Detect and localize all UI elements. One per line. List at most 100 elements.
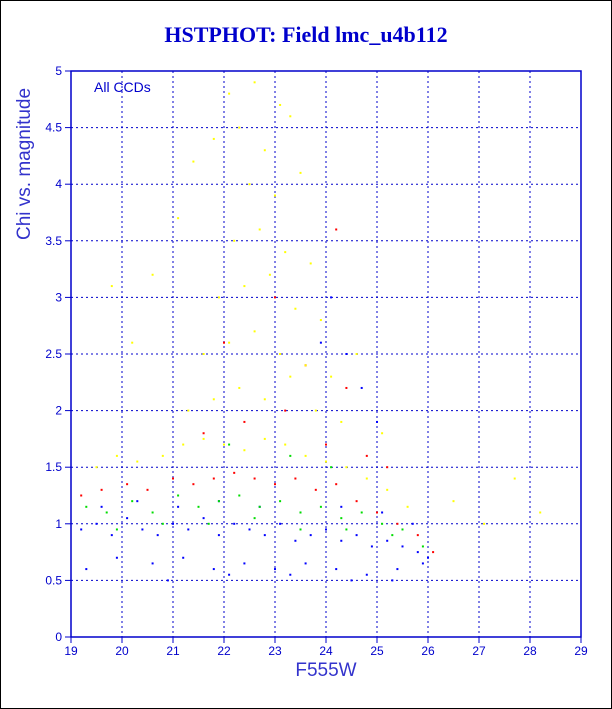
y-tick-label: 5 xyxy=(55,64,62,78)
data-point xyxy=(126,483,129,486)
y-tick-label: 3 xyxy=(55,290,62,304)
data-point xyxy=(365,477,368,480)
data-point xyxy=(248,528,251,531)
data-point xyxy=(340,420,343,423)
data-point xyxy=(243,449,246,452)
data-point xyxy=(80,494,83,497)
data-point xyxy=(115,556,118,559)
data-point xyxy=(381,511,384,514)
data-point xyxy=(365,454,368,457)
data-point xyxy=(202,517,205,520)
data-point xyxy=(330,466,333,469)
data-point xyxy=(182,443,185,446)
y-tick-label: 4 xyxy=(55,177,62,191)
data-point xyxy=(223,341,225,344)
data-point xyxy=(376,420,378,423)
x-axis-title: F555W xyxy=(295,660,356,681)
y-axis-ticks: 0 0.5 1 1.5 2 2.5 3 3.5 4 4.5 5 xyxy=(45,64,71,644)
data-point xyxy=(391,579,394,582)
x-tick-label: 24 xyxy=(319,644,333,658)
data-point xyxy=(202,432,205,435)
data-point xyxy=(202,437,205,440)
data-point xyxy=(136,500,139,503)
data-point xyxy=(192,483,195,486)
data-point xyxy=(421,562,424,565)
data-point xyxy=(325,528,327,531)
data-point xyxy=(330,296,333,299)
data-point xyxy=(289,115,292,118)
data-point xyxy=(228,341,231,344)
data-point xyxy=(263,534,266,537)
data-point xyxy=(386,466,389,469)
data-point xyxy=(319,341,322,344)
data-point xyxy=(131,500,134,503)
data-point xyxy=(432,551,435,554)
data-point xyxy=(294,307,297,310)
data-point xyxy=(411,522,414,525)
data-point xyxy=(207,522,210,525)
data-point xyxy=(401,545,404,548)
data-point xyxy=(233,239,236,242)
data-point xyxy=(427,556,429,559)
data-point xyxy=(253,81,256,84)
data-point xyxy=(217,500,220,503)
data-point xyxy=(228,573,231,576)
data-point xyxy=(248,183,251,186)
data-point xyxy=(304,562,307,565)
data-point xyxy=(192,160,195,163)
data-point xyxy=(299,528,302,531)
y-tick-label: 0.5 xyxy=(45,573,62,587)
data-point xyxy=(299,171,302,174)
data-point xyxy=(309,262,312,265)
data-point xyxy=(416,534,419,537)
data-point xyxy=(151,273,154,276)
data-point xyxy=(263,437,266,440)
data-point xyxy=(95,522,98,525)
data-point xyxy=(223,443,225,446)
data-point xyxy=(166,579,169,582)
data-point xyxy=(172,522,174,525)
x-tick-label: 27 xyxy=(472,644,486,658)
data-point xyxy=(258,228,261,231)
y-tick-label: 0 xyxy=(55,630,62,644)
data-point xyxy=(279,353,282,355)
data-point xyxy=(126,517,129,520)
data-point xyxy=(161,522,164,525)
data-point xyxy=(228,443,231,446)
data-point xyxy=(279,500,282,503)
y-tick-label: 4.5 xyxy=(45,121,62,135)
data-point xyxy=(483,522,486,525)
data-point xyxy=(376,511,378,514)
data-point xyxy=(110,534,113,537)
y-tick-label: 1 xyxy=(55,517,62,531)
data-point xyxy=(345,466,348,469)
data-point xyxy=(217,534,220,537)
data-point xyxy=(304,364,307,367)
data-point xyxy=(253,330,256,333)
data-point xyxy=(274,296,276,299)
data-point xyxy=(289,375,292,378)
data-point xyxy=(212,137,215,140)
data-point xyxy=(421,545,424,548)
data-point xyxy=(279,103,282,106)
data-point xyxy=(284,409,287,412)
x-tick-label: 26 xyxy=(421,644,435,658)
data-point xyxy=(279,522,282,525)
data-point xyxy=(314,409,317,412)
data-point xyxy=(115,454,118,457)
data-point xyxy=(299,511,302,514)
x-tick-label: 20 xyxy=(115,644,129,658)
data-point xyxy=(335,228,338,231)
data-point xyxy=(263,398,266,401)
annotation-all-ccds: All CCDs xyxy=(94,79,151,95)
data-point xyxy=(340,505,343,508)
data-point xyxy=(452,500,455,503)
data-point xyxy=(289,573,292,576)
data-point xyxy=(233,471,236,474)
x-tick-label: 25 xyxy=(370,644,384,658)
data-point xyxy=(355,353,358,355)
data-point xyxy=(416,551,419,554)
x-tick-label: 23 xyxy=(268,644,282,658)
data-point xyxy=(396,522,399,525)
